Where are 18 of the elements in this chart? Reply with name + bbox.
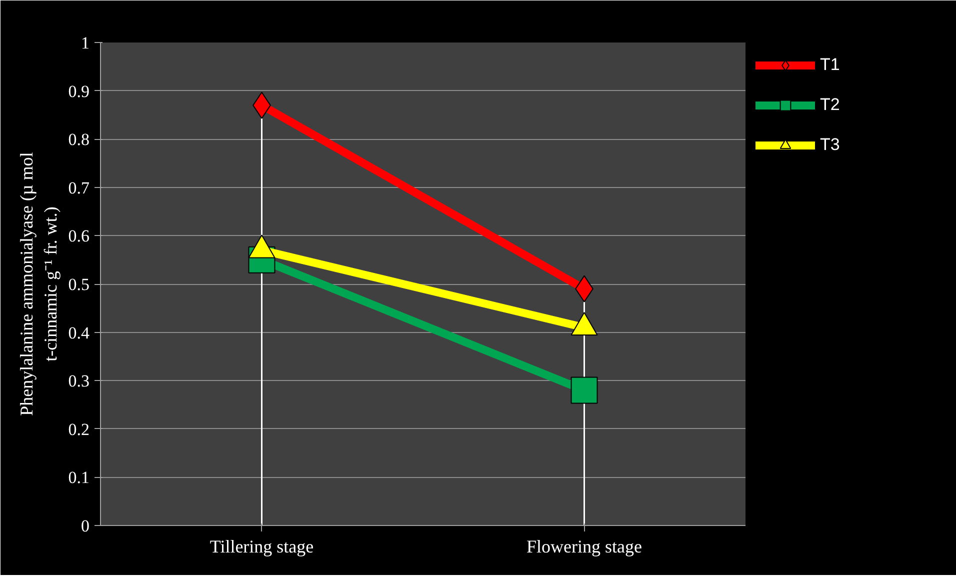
point bbox=[570, 376, 598, 404]
y-axis-title: Phenylalanine ammonialyase (µ mol t-cinnamic g⁻¹ fr. wt.) bbox=[16, 152, 60, 416]
y-tick-label: 0.7 bbox=[68, 178, 90, 198]
y-tick-label: 0.8 bbox=[68, 130, 90, 150]
y-tick-label: 0.6 bbox=[68, 226, 90, 246]
y-tick-label: 0 bbox=[81, 516, 90, 536]
legend-label: T1 bbox=[820, 55, 840, 75]
legend-label: T3 bbox=[820, 135, 840, 155]
x-tick-label: Flowering stage bbox=[526, 536, 642, 556]
y-tick-label: 1 bbox=[81, 34, 90, 52]
y-tick-label: 0.2 bbox=[68, 420, 90, 439]
y-tick-label: 0.3 bbox=[68, 372, 90, 391]
legend-label: T2 bbox=[820, 95, 840, 115]
y-tick-label: 0.9 bbox=[68, 82, 90, 101]
y-tick-label: 0.1 bbox=[68, 468, 90, 488]
y-tick-label: 0.4 bbox=[68, 323, 90, 342]
x-tick-label: Tillering stage bbox=[210, 536, 314, 556]
y-tick-label: 0.5 bbox=[68, 275, 90, 294]
